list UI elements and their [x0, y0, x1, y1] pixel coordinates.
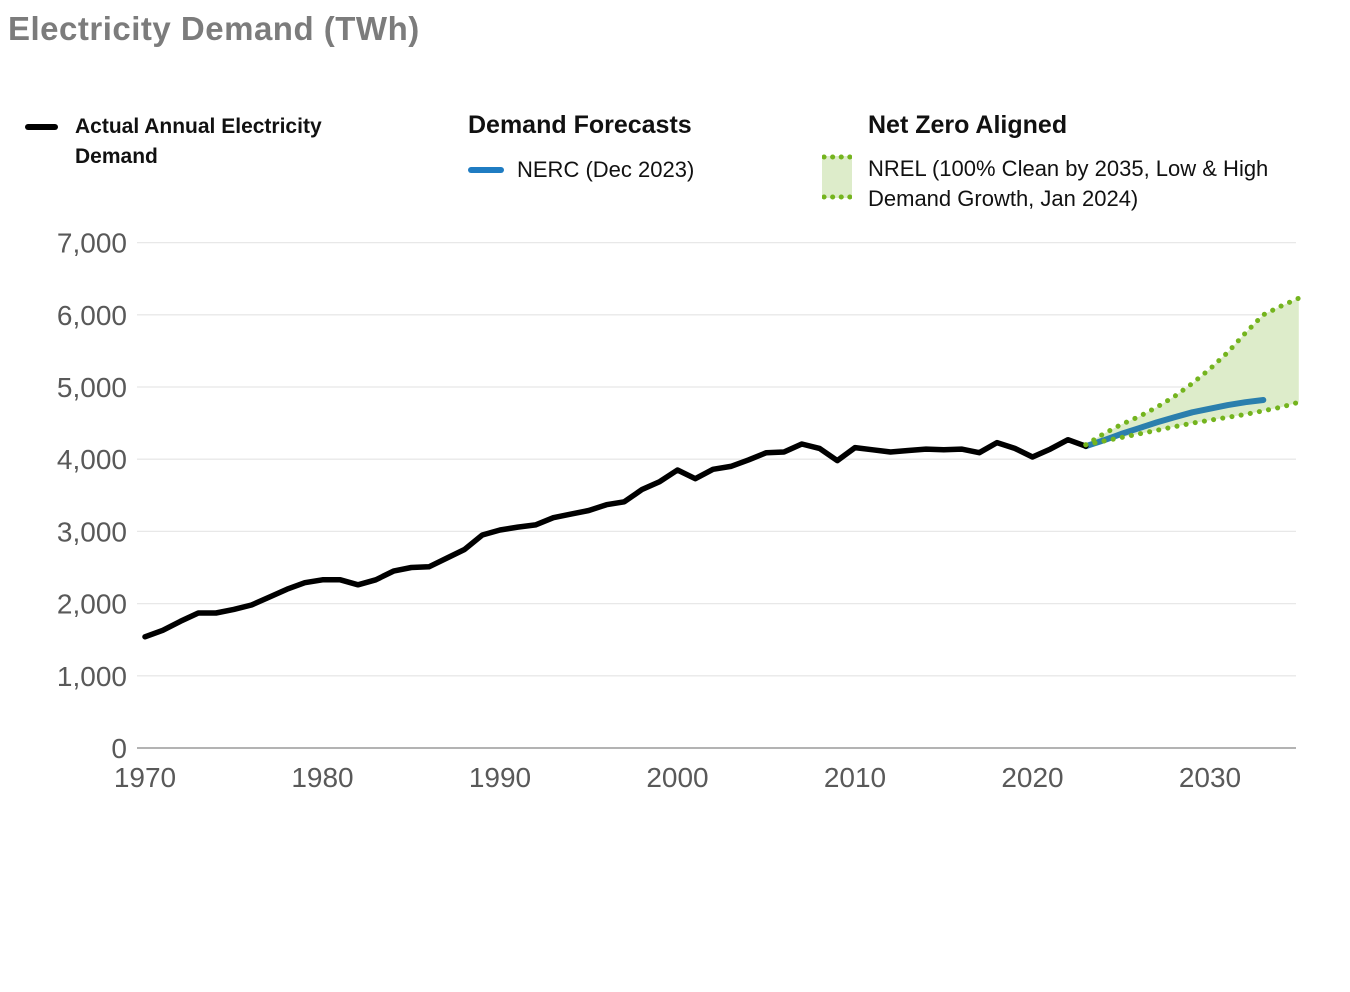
y-tick-1000: 1,000 — [57, 661, 127, 692]
x-tick-1990: 1990 — [469, 762, 531, 793]
nrel-band-swatch-icon — [822, 154, 852, 200]
y-tick-7000: 7,000 — [57, 228, 127, 259]
x-tick-2010: 2010 — [824, 762, 886, 793]
legend-actual: Actual Annual Electricity Demand — [25, 112, 325, 172]
legend-forecasts-header: Demand Forecasts — [468, 111, 692, 139]
x-tick-1980: 1980 — [291, 762, 353, 793]
x-tick-2020: 2020 — [1001, 762, 1063, 793]
x-tick-2000: 2000 — [646, 762, 708, 793]
x-tick-1970: 1970 — [114, 762, 176, 793]
y-tick-5000: 5,000 — [57, 372, 127, 403]
y-tick-0: 0 — [111, 733, 127, 764]
legend-nrel-label: NREL (100% Clean by 2035, Low & High Dem… — [868, 156, 1269, 211]
legend-actual-label: Actual Annual Electricity Demand — [75, 115, 322, 168]
y-tick-4000: 4,000 — [57, 444, 127, 475]
x-tick-2030: 2030 — [1179, 762, 1241, 793]
nrel-band-fill — [1085, 298, 1299, 445]
nerc-line-swatch-icon — [468, 167, 504, 173]
legend-netzero-header: Net Zero Aligned — [868, 111, 1068, 139]
nerc-forecast-line — [1082, 397, 1267, 450]
nrel_high-dotted-line — [1083, 295, 1302, 448]
legend-netzero: Net Zero Aligned NREL (100% Clean by 203… — [822, 112, 1313, 214]
actual-demand-line — [142, 436, 1089, 640]
page-title: Electricity Demand (TWh) — [8, 10, 420, 47]
y-tick-6000: 6,000 — [57, 300, 127, 331]
legend-forecasts: Demand Forecasts NERC (Dec 2023) — [468, 112, 694, 185]
actual-line-swatch-icon — [25, 124, 58, 130]
y-tick-3000: 3,000 — [57, 516, 127, 547]
legend-nerc-label: NERC (Dec 2023) — [517, 157, 695, 182]
nrel_low-dotted-line — [1083, 399, 1302, 448]
y-tick-2000: 2,000 — [57, 589, 127, 620]
